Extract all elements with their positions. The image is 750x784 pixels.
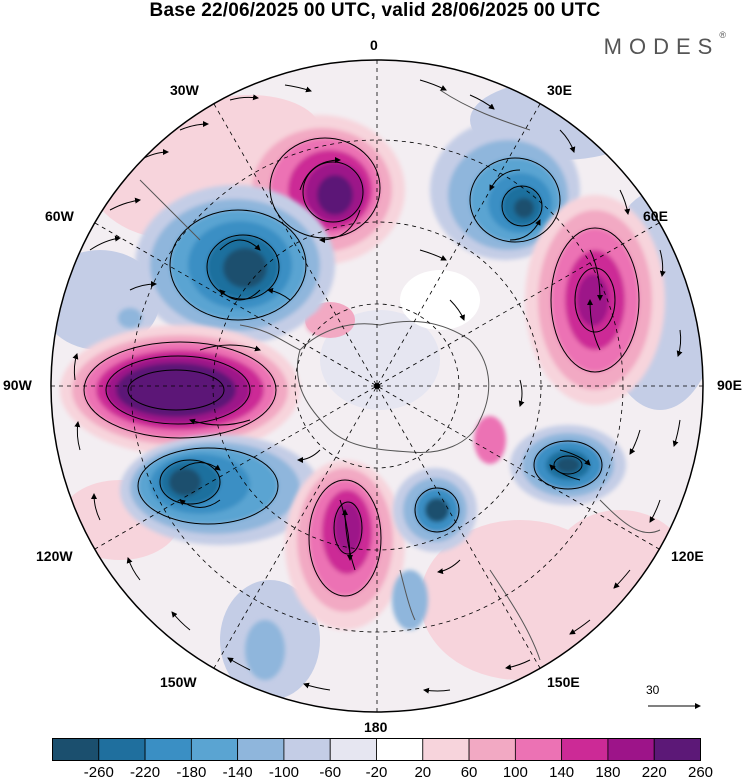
colorbar-tick-label: 100 xyxy=(502,764,528,781)
map-boundary xyxy=(50,59,704,713)
lon-label-150e: 150E xyxy=(547,674,580,690)
colorbar-tick-label: -180 xyxy=(176,764,207,781)
colorbar-swatch xyxy=(52,738,100,761)
colorbar-tick-labels: -260 -220 -180 -140 -100 -60 -20 20 60 100 140 180 2… xyxy=(0,764,750,784)
lon-label-60e: 60E xyxy=(643,208,668,224)
lon-label-120e: 120E xyxy=(671,548,704,564)
colorbar-swatch xyxy=(653,738,701,761)
colorbar-swatch xyxy=(561,738,609,761)
colorbar-swatch xyxy=(376,738,424,761)
colorbar-tick-label: -220 xyxy=(130,764,161,781)
lon-label-120w: 120W xyxy=(36,548,73,564)
map-title: Base 22/06/2025 00 UTC, valid 28/06/2025… xyxy=(149,0,601,21)
colorbar-swatch xyxy=(607,738,655,761)
lon-label-90w: 90W xyxy=(3,377,32,393)
lon-label-0: 0 xyxy=(370,37,378,53)
colorbar-swatch xyxy=(98,738,146,761)
lon-label-180: 180 xyxy=(364,719,388,735)
colorbar-swatch xyxy=(468,738,516,761)
colorbar-tick-label: 220 xyxy=(641,764,667,781)
colorbar-tick-label: 60 xyxy=(460,764,478,781)
lon-label-90e: 90E xyxy=(717,377,742,393)
colorbar-swatch xyxy=(514,738,563,761)
colorbar-swatch xyxy=(190,738,239,761)
colorbar-swatch xyxy=(144,738,192,761)
colorbar-tick-label: -140 xyxy=(222,764,253,781)
colorbar-swatch xyxy=(283,738,331,761)
modes-logo: MODES® xyxy=(603,30,726,59)
colorbar xyxy=(52,738,701,761)
colorbar-tick-label: -100 xyxy=(268,764,299,781)
lon-label-30w: 30W xyxy=(170,82,199,98)
colorbar-tick-label: -20 xyxy=(365,764,388,781)
colorbar-tick-label: 180 xyxy=(595,764,621,781)
polar-map xyxy=(50,59,704,713)
reference-vector-label: 30 xyxy=(646,683,660,697)
lon-label-30e: 30E xyxy=(547,82,572,98)
lon-label-60w: 60W xyxy=(45,208,74,224)
anomaly-field xyxy=(51,60,703,712)
lon-label-150w: 150W xyxy=(160,674,197,690)
south-pole-marker xyxy=(374,383,380,389)
colorbar-swatch xyxy=(329,738,377,761)
colorbar-tick-label: -260 xyxy=(83,764,114,781)
colorbar-tick-label: 140 xyxy=(549,764,575,781)
colorbar-swatch xyxy=(237,738,285,761)
colorbar-tick-label: 260 xyxy=(687,764,714,781)
colorbar-tick-label: 20 xyxy=(414,764,432,781)
colorbar-swatch xyxy=(422,738,470,761)
colorbar-tick-label: -60 xyxy=(319,764,342,781)
